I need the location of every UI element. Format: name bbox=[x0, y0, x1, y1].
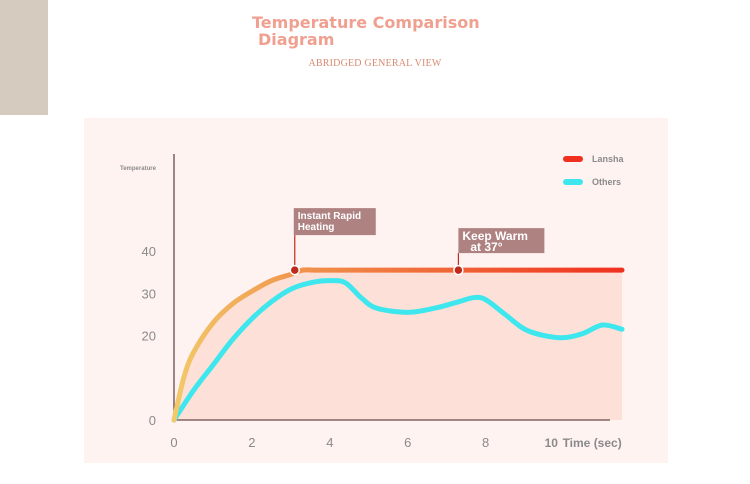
annotation-label-0-line2: Heating bbox=[298, 222, 335, 233]
chart-panel: 0 20 30 40 0 2 4 6 8 10 Time (sec) Temperature Insta… bbox=[84, 118, 668, 463]
legend-label-1: Others bbox=[592, 177, 621, 187]
temperature-chart: 0 20 30 40 0 2 4 6 8 10 Time (sec) Temperature Insta… bbox=[120, 154, 625, 450]
annotation-box-0 bbox=[293, 208, 376, 236]
lansha-area bbox=[174, 269, 622, 420]
legend-label-0: Lansha bbox=[592, 154, 625, 164]
y-tick-label-0: 0 bbox=[149, 413, 156, 428]
annotation-box-1 bbox=[458, 228, 545, 254]
y-axis-label: Temperature bbox=[120, 166, 157, 172]
annotation-label-0-line1: Instant Rapid bbox=[298, 211, 361, 222]
x-axis-label: Time (sec) bbox=[563, 436, 622, 450]
chart-subtitle: ABRIDGED GENERAL VIEW bbox=[308, 58, 442, 69]
x-tick-label-5: 10 bbox=[545, 436, 559, 450]
x-tick-label-0: 0 bbox=[170, 435, 177, 450]
y-tick-label-1: 20 bbox=[142, 329, 156, 344]
corner-decoration bbox=[0, 0, 48, 115]
x-tick-label-3: 6 bbox=[404, 435, 411, 450]
annotation-label-1-line2: at 37° bbox=[470, 240, 502, 254]
y-tick-label-2: 30 bbox=[142, 286, 156, 301]
x-tick-label-4: 8 bbox=[482, 435, 489, 450]
x-tick-label-1: 2 bbox=[248, 435, 255, 450]
y-tick-label-3: 40 bbox=[142, 244, 156, 259]
chart-title: Temperature Comparison Diagram bbox=[252, 14, 512, 48]
series-line-others bbox=[171, 278, 625, 423]
annotation-label-1-line1: Keep Warm bbox=[462, 229, 528, 243]
chart-title-line-2: Diagram bbox=[258, 30, 335, 49]
chart-title-line-1: Temperature Comparison bbox=[252, 13, 480, 32]
annotation-marker-1 bbox=[453, 264, 464, 276]
annotation-marker-0 bbox=[289, 264, 301, 276]
x-tick-label-2: 4 bbox=[326, 435, 333, 450]
